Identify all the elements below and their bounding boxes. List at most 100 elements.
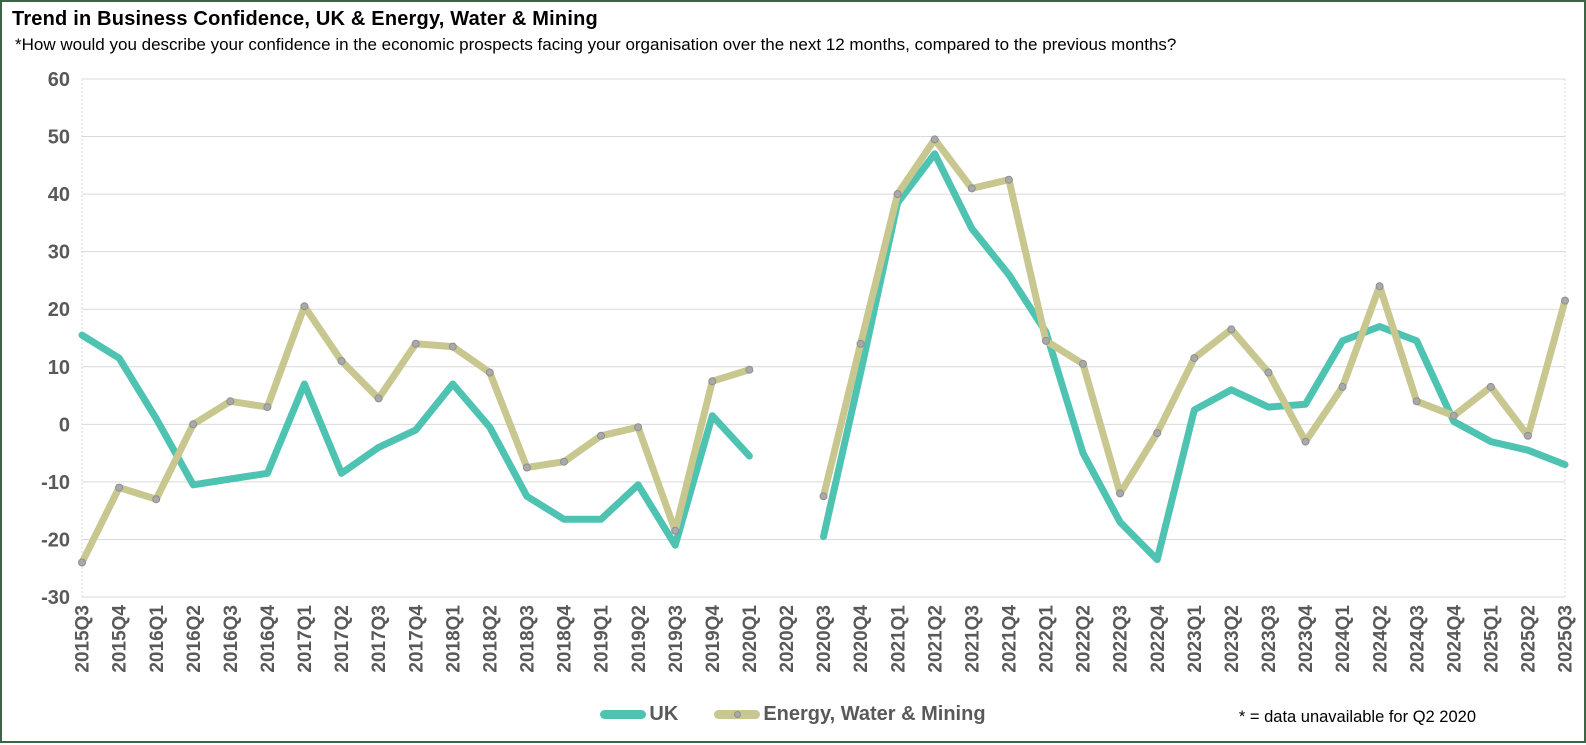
energy-water-mining-marker bbox=[1301, 437, 1310, 446]
x-axis-tick-label: 2022Q2 bbox=[1074, 605, 1095, 673]
energy-water-mining-marker bbox=[708, 377, 717, 386]
x-axis-tick-label: 2020Q1 bbox=[740, 605, 761, 673]
x-axis-tick-label: 2024Q4 bbox=[1444, 605, 1465, 673]
energy-water-mining-marker bbox=[819, 492, 828, 501]
y-axis-tick-label: 10 bbox=[48, 357, 70, 379]
energy-water-mining-marker bbox=[1042, 336, 1050, 345]
energy-water-mining-marker bbox=[1004, 175, 1013, 184]
x-axis-tick-label: 2022Q1 bbox=[1037, 605, 1058, 673]
y-axis-tick-label: 40 bbox=[48, 184, 70, 206]
energy-water-mining-marker bbox=[1116, 489, 1125, 498]
legend-item-uk: UK bbox=[600, 703, 678, 726]
energy-water-mining-marker bbox=[263, 403, 272, 412]
energy-water-mining-marker bbox=[226, 397, 235, 406]
energy-water-mining-marker bbox=[856, 339, 865, 348]
x-axis-tick-label: 2015Q3 bbox=[73, 605, 94, 673]
x-axis-tick-label: 2025Q1 bbox=[1482, 605, 1503, 673]
x-axis-tick-label: 2017Q4 bbox=[406, 605, 427, 673]
x-axis-tick-label: 2025Q2 bbox=[1519, 605, 1540, 673]
x-axis-tick-label: 2025Q3 bbox=[1556, 605, 1577, 673]
x-axis-tick-label: 2018Q3 bbox=[518, 605, 539, 673]
x-axis-tick-label: 2020Q3 bbox=[814, 605, 835, 673]
x-axis-tick-label: 2024Q1 bbox=[1333, 605, 1354, 673]
energy-legend-swatch bbox=[714, 710, 761, 719]
x-axis-tick-label: 2021Q4 bbox=[1000, 605, 1021, 673]
uk-line bbox=[78, 150, 1569, 564]
x-axis-tick-label: 2019Q3 bbox=[666, 605, 687, 673]
energy-water-mining-marker bbox=[522, 463, 531, 472]
energy-water-mining-marker bbox=[634, 423, 643, 432]
energy-water-mining-marker bbox=[1523, 431, 1532, 440]
uk-legend-label: UK bbox=[649, 703, 679, 725]
x-axis-tick-label: 2019Q2 bbox=[629, 605, 650, 673]
energy-legend-marker-dot bbox=[733, 711, 741, 718]
x-axis-tick-label: 2019Q4 bbox=[703, 605, 724, 673]
energy-water-mining-marker bbox=[1338, 382, 1347, 391]
x-axis-tick-label: 2022Q4 bbox=[1148, 605, 1169, 673]
energy-water-mining-marker bbox=[1190, 354, 1199, 363]
chart-subtitle: *How would you describe your confidence … bbox=[15, 35, 1177, 54]
energy-water-mining-marker bbox=[78, 558, 86, 567]
energy-water-mining-marker bbox=[411, 339, 420, 348]
chart-legend: UK Energy, Water & Mining bbox=[2, 703, 1584, 726]
energy-water-mining-marker bbox=[1264, 368, 1273, 377]
legend-item-energy: Energy, Water & Mining bbox=[714, 703, 986, 726]
x-axis-tick-label: 2018Q1 bbox=[443, 605, 464, 673]
x-axis-tick-label: 2017Q1 bbox=[295, 605, 316, 673]
energy-water-mining-marker bbox=[1153, 429, 1162, 437]
x-axis-tick-label: 2017Q2 bbox=[332, 605, 353, 673]
x-axis-tick-label: 2015Q4 bbox=[110, 605, 131, 673]
energy-water-mining-marker bbox=[152, 495, 161, 504]
x-axis-tick-label: 2023Q2 bbox=[1222, 605, 1243, 673]
x-axis-tick-label: 2022Q3 bbox=[1111, 605, 1132, 673]
x-axis-tick-label: 2018Q2 bbox=[480, 605, 501, 673]
x-axis-tick-label: 2016Q3 bbox=[221, 605, 242, 673]
x-axis-tick-label: 2019Q1 bbox=[592, 605, 613, 673]
energy-legend-label: Energy, Water & Mining bbox=[763, 703, 986, 725]
energy-water-mining-marker bbox=[189, 420, 198, 429]
energy-water-mining-marker bbox=[930, 135, 939, 144]
energy-water-mining-marker bbox=[597, 431, 605, 440]
x-axis-tick-label: 2021Q2 bbox=[925, 605, 946, 673]
y-axis-tick-label: -20 bbox=[41, 529, 70, 551]
page-title: Trend in Business Confidence, UK & Energ… bbox=[12, 8, 598, 30]
energy-water-mining-marker bbox=[1079, 359, 1087, 368]
energy-water-mining-marker bbox=[1412, 397, 1421, 406]
x-axis-tick-label: 2020Q4 bbox=[851, 605, 872, 673]
y-axis-tick-label: 60 bbox=[48, 69, 70, 91]
y-axis-tick-label: -10 bbox=[41, 472, 70, 494]
uk-legend-swatch bbox=[600, 710, 647, 719]
x-axis-tick-label: 2021Q3 bbox=[962, 605, 983, 673]
y-axis-tick-label: 50 bbox=[48, 127, 70, 149]
energy-water-mining-marker bbox=[560, 457, 568, 466]
energy-water-mining-marker bbox=[893, 190, 902, 199]
missing-data-footnote: * = data unavailable for Q2 2020 bbox=[1238, 708, 1476, 726]
x-axis-tick-label: 2016Q2 bbox=[184, 605, 205, 673]
energy-water-mining-marker bbox=[485, 368, 494, 377]
energy-water-mining-marker bbox=[1561, 296, 1569, 305]
energy-water-mining-marker bbox=[337, 357, 346, 365]
y-axis-tick-label: -30 bbox=[41, 587, 70, 609]
y-axis-tick-label: 0 bbox=[59, 414, 70, 436]
x-axis-tick-label: 2020Q2 bbox=[777, 605, 798, 673]
energy-water-mining-marker bbox=[967, 184, 976, 193]
energy-water-mining-marker bbox=[374, 394, 383, 403]
x-axis-tick-label: 2021Q1 bbox=[888, 605, 909, 673]
energy-water-mining-marker bbox=[671, 526, 680, 535]
x-axis-tick-label: 2024Q3 bbox=[1407, 605, 1428, 673]
y-axis-tick-label: 20 bbox=[48, 299, 70, 321]
x-axis-tick-label: 2018Q4 bbox=[555, 605, 576, 673]
energy-water-mining-marker bbox=[300, 302, 309, 311]
x-axis-tick-label: 2016Q1 bbox=[147, 605, 168, 673]
x-axis-tick-label: 2023Q1 bbox=[1185, 605, 1206, 673]
x-axis-tick-label: 2017Q3 bbox=[369, 605, 390, 673]
energy-water-mining-marker bbox=[448, 342, 457, 351]
x-axis-tick-label: 2023Q3 bbox=[1259, 605, 1280, 673]
energy-water-mining-marker bbox=[1227, 325, 1236, 334]
energy-water-mining-marker bbox=[115, 483, 124, 492]
energy-water-mining-marker bbox=[1486, 382, 1495, 391]
y-axis-tick-label: 30 bbox=[48, 242, 70, 264]
energy-water-mining-marker bbox=[745, 365, 754, 374]
x-axis-tick-label: 2016Q4 bbox=[258, 605, 279, 673]
